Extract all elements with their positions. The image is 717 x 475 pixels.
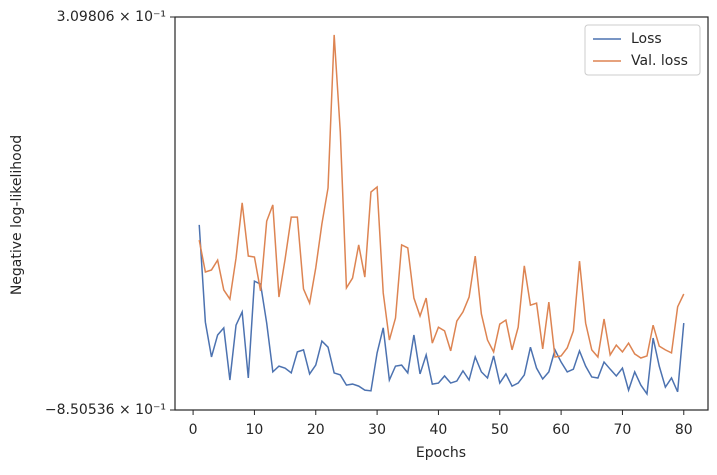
y-axis-label: Negative log-likelihood xyxy=(9,135,25,295)
legend-label: Val. loss xyxy=(631,53,688,69)
x-tick-label: 40 xyxy=(430,422,448,438)
x-tick-label: 10 xyxy=(246,422,264,438)
x-tick-label: 50 xyxy=(491,422,509,438)
x-axis-label: Epochs xyxy=(416,445,466,461)
x-tick-label: 20 xyxy=(307,422,325,438)
y-tick-label: 3.09806 × 10⁻¹ xyxy=(57,9,166,25)
line-series xyxy=(198,34,685,359)
x-tick-label: 60 xyxy=(552,422,570,438)
y-tick-label: −8.50536 × 10⁻¹ xyxy=(45,402,166,418)
x-tick-label: 30 xyxy=(368,422,386,438)
x-tick-label: 0 xyxy=(189,422,198,438)
line-series xyxy=(198,224,685,396)
legend-box xyxy=(584,24,701,76)
x-tick-label: 80 xyxy=(675,422,693,438)
x-tick-label: 70 xyxy=(614,422,632,438)
legend-label: Loss xyxy=(631,31,662,47)
plot-frame xyxy=(174,16,709,411)
